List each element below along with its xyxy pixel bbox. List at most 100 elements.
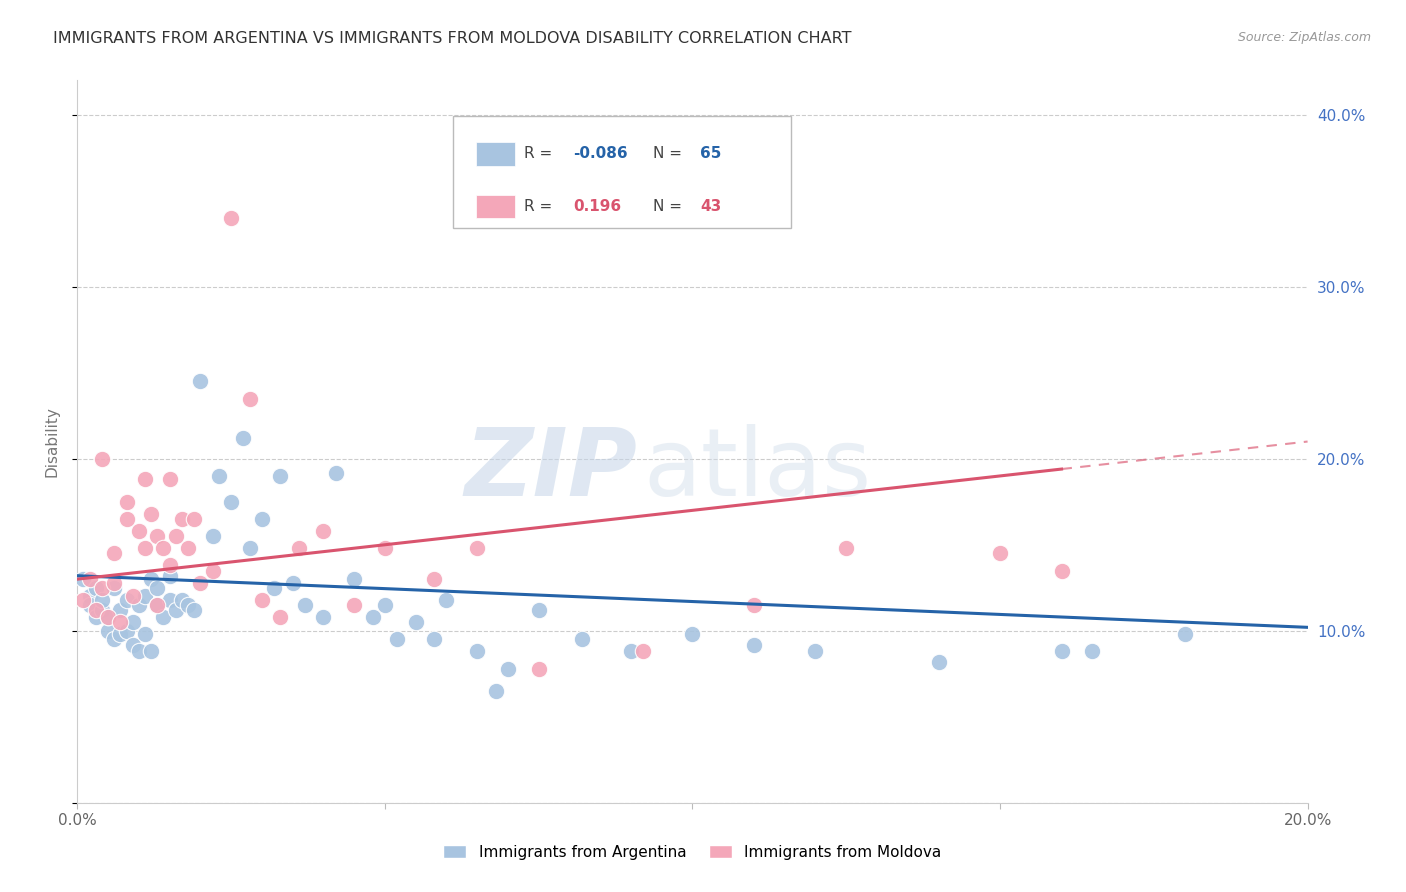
Point — [465, 644, 488, 658]
Legend: Immigrants from Argentina, Immigrants from Moldova: Immigrants from Argentina, Immigrants fr… — [436, 837, 949, 867]
Point — [263, 581, 285, 595]
Point — [1081, 644, 1104, 658]
Point — [84, 581, 107, 595]
FancyBboxPatch shape — [477, 143, 516, 166]
Point — [288, 541, 311, 556]
Point — [269, 610, 291, 624]
Point — [201, 529, 224, 543]
Point — [269, 469, 291, 483]
Point — [97, 610, 120, 624]
Point — [325, 466, 347, 480]
FancyBboxPatch shape — [477, 195, 516, 219]
Point — [281, 575, 304, 590]
Point — [1174, 627, 1197, 641]
Point — [170, 512, 193, 526]
Point — [374, 541, 396, 556]
Point — [134, 541, 156, 556]
Point — [115, 512, 138, 526]
Point — [84, 603, 107, 617]
Point — [134, 590, 156, 604]
Point — [110, 603, 132, 617]
Point — [170, 592, 193, 607]
Point — [312, 610, 335, 624]
Point — [835, 541, 858, 556]
Point — [90, 581, 114, 595]
Text: atlas: atlas — [644, 425, 872, 516]
Point — [804, 644, 827, 658]
Point — [239, 541, 262, 556]
Point — [134, 627, 156, 641]
Point — [141, 644, 163, 658]
Point — [159, 568, 181, 582]
Text: 0.196: 0.196 — [574, 199, 621, 214]
Point — [436, 592, 458, 607]
Text: IMMIGRANTS FROM ARGENTINA VS IMMIGRANTS FROM MOLDOVA DISABILITY CORRELATION CHAR: IMMIGRANTS FROM ARGENTINA VS IMMIGRANTS … — [53, 31, 852, 46]
Point — [103, 581, 125, 595]
Point — [115, 494, 138, 508]
Point — [250, 592, 273, 607]
Point — [146, 581, 169, 595]
Point — [988, 546, 1011, 560]
Point — [1050, 564, 1073, 578]
Point — [115, 624, 138, 638]
Point — [423, 572, 446, 586]
Point — [159, 592, 181, 607]
Point — [219, 494, 242, 508]
Point — [183, 603, 205, 617]
Point — [208, 469, 231, 483]
Point — [165, 603, 187, 617]
Point — [97, 624, 120, 638]
Point — [128, 524, 150, 538]
Point — [742, 598, 765, 612]
Point — [423, 632, 446, 647]
Point — [188, 575, 212, 590]
Point — [219, 211, 242, 225]
Point — [115, 592, 138, 607]
Text: -0.086: -0.086 — [574, 146, 627, 161]
Point — [1050, 644, 1073, 658]
Point — [620, 644, 643, 658]
Point — [682, 627, 704, 641]
Point — [128, 598, 150, 612]
Text: R =: R = — [524, 199, 557, 214]
FancyBboxPatch shape — [453, 116, 792, 228]
Point — [201, 564, 224, 578]
Point — [79, 572, 101, 586]
Point — [496, 662, 519, 676]
Point — [527, 662, 550, 676]
Point — [134, 472, 156, 486]
Point — [146, 598, 169, 612]
Point — [343, 572, 366, 586]
Point — [97, 610, 120, 624]
Point — [72, 592, 94, 607]
Point — [103, 546, 125, 560]
Y-axis label: Disability: Disability — [44, 406, 59, 477]
Point — [232, 431, 254, 445]
Text: 43: 43 — [700, 199, 721, 214]
Point — [72, 572, 94, 586]
Point — [405, 615, 427, 630]
Point — [121, 590, 143, 604]
Point — [465, 541, 488, 556]
Point — [79, 598, 101, 612]
Point — [385, 632, 409, 647]
Point — [159, 558, 181, 573]
Point — [928, 655, 950, 669]
Point — [177, 598, 200, 612]
Point — [121, 638, 143, 652]
Point — [361, 610, 384, 624]
Point — [84, 610, 107, 624]
Point — [146, 529, 169, 543]
Point — [79, 590, 101, 604]
Point — [742, 638, 765, 652]
Point — [90, 603, 114, 617]
Point — [90, 592, 114, 607]
Point — [110, 615, 132, 630]
Point — [165, 529, 187, 543]
Text: R =: R = — [524, 146, 557, 161]
Point — [571, 632, 593, 647]
Point — [90, 451, 114, 466]
Point — [103, 575, 125, 590]
Point — [633, 644, 655, 658]
Point — [159, 472, 181, 486]
